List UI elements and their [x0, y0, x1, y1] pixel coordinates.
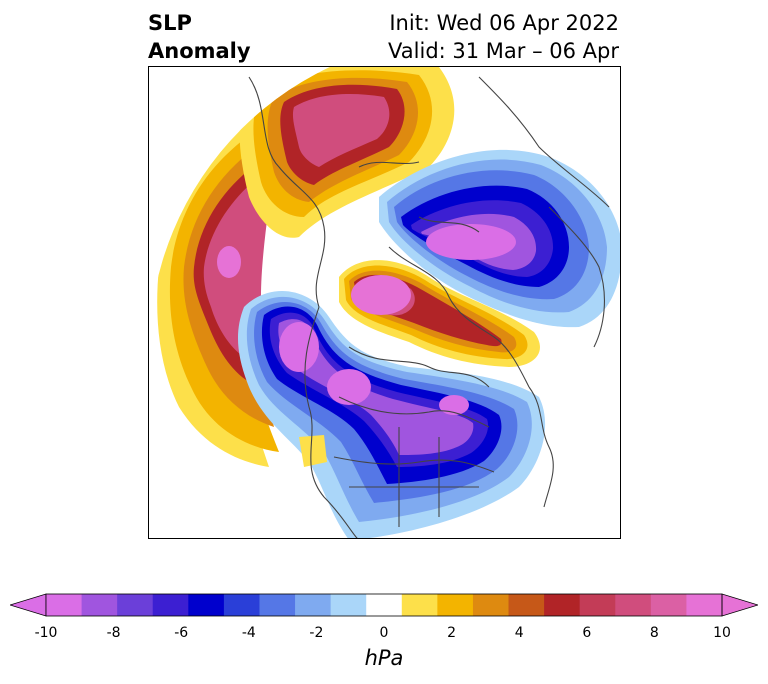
colorbar-tick-label: -4 — [241, 625, 256, 641]
negative-anomaly-north-america — [237, 291, 546, 538]
colorbar-tick-label: -8 — [106, 625, 121, 641]
colorbar-extend-low — [10, 593, 47, 617]
colorbar-tick-label: -6 — [174, 625, 189, 641]
colorbar-segment — [259, 594, 296, 616]
colorbar-segment — [615, 594, 652, 616]
positive-anomaly-north-atlantic — [339, 260, 540, 367]
colorbar-segment — [366, 594, 403, 616]
colorbar-segment — [544, 594, 581, 616]
colorbar-segment — [117, 594, 154, 616]
title-line-2: Anomaly — [148, 39, 251, 63]
coastlines — [248, 76, 610, 538]
map-title: SLP Anomaly — [148, 9, 251, 65]
colorbar-tick-label: -2 — [309, 625, 324, 641]
colorbar-tick-label: 2 — [447, 625, 457, 641]
colorbar-segment — [152, 594, 189, 616]
positive-anomaly-us-west — [299, 435, 327, 467]
valid-range: Valid: 31 Mar – 06 Apr — [388, 39, 619, 63]
init-date: Init: Wed 06 Apr 2022 — [389, 11, 619, 35]
title-line-1: SLP — [148, 11, 192, 35]
colorbar-tick-label: 4 — [514, 625, 524, 641]
anomaly-map — [148, 66, 621, 539]
negative-anomaly-eurasia — [379, 149, 620, 328]
colorbar-tick-label: 10 — [713, 625, 731, 641]
date-info: Init: Wed 06 Apr 2022 Valid: 31 Mar – 06… — [388, 9, 619, 65]
colorbar — [10, 593, 758, 617]
colorbar-segment — [330, 594, 367, 616]
colorbar-segment — [295, 594, 332, 616]
colorbar-segment — [472, 594, 510, 616]
colorbar-segment — [81, 594, 118, 616]
map-canvas — [157, 67, 620, 538]
colorbar-segment — [650, 594, 687, 616]
colorbar-tick-label: -10 — [34, 625, 58, 641]
colorbar-segment — [188, 594, 225, 616]
colorbar-tick-label: 6 — [582, 625, 592, 641]
colorbar-segment — [46, 594, 83, 616]
colorbar-tick-label: 0 — [379, 625, 389, 641]
colorbar-segment — [401, 594, 438, 616]
colorbar-label: hPa — [364, 646, 404, 670]
colorbar-segment — [437, 594, 474, 616]
colorbar-extend-high — [721, 593, 758, 617]
colorbar-segment — [686, 594, 723, 616]
positive-anomaly-arctic — [239, 67, 455, 238]
colorbar-segment — [579, 594, 616, 616]
colorbar-segment — [508, 594, 545, 616]
colorbar-segment — [223, 594, 260, 616]
colorbar-tick-label: 8 — [649, 625, 659, 641]
